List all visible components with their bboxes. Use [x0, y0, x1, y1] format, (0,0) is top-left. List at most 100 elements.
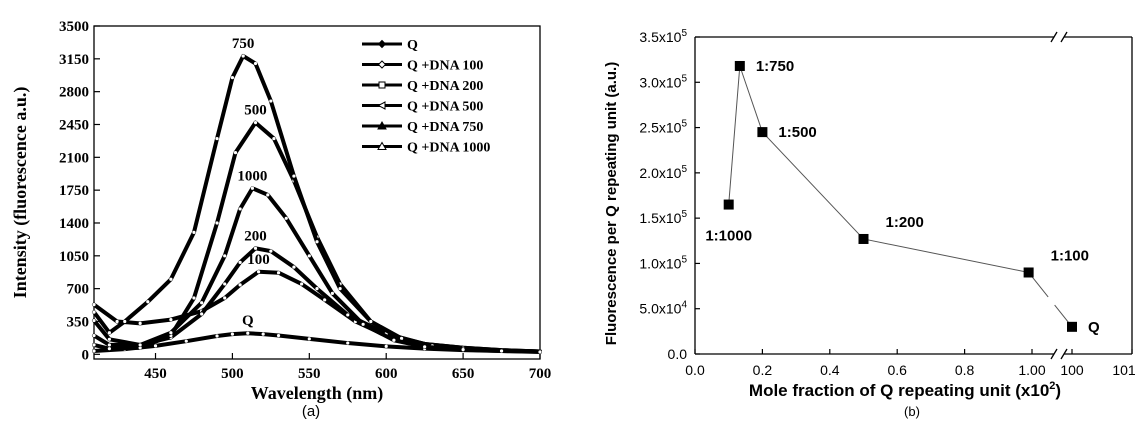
- legend-marker: [377, 101, 386, 110]
- y-tick-label: 5.0x104: [639, 300, 687, 317]
- data-point: [757, 127, 768, 138]
- data-point: [138, 321, 142, 325]
- data-point: [238, 283, 242, 287]
- data-point: [276, 271, 281, 275]
- data-point: [361, 322, 365, 326]
- data-point: [230, 332, 235, 336]
- data-point: [292, 265, 296, 269]
- y-tick-label: 1050: [59, 249, 89, 265]
- data-point: [138, 346, 142, 350]
- data-point: [223, 254, 227, 258]
- data-point: [346, 313, 350, 317]
- legend-label: Q +DNA 100: [407, 59, 483, 74]
- y-tick-label: 1750: [59, 183, 89, 199]
- y-tick-label: 2450: [59, 117, 89, 133]
- data-point: [284, 216, 288, 220]
- data-point: [223, 282, 227, 286]
- data-point: [107, 337, 111, 341]
- x-tick-label: 500: [221, 366, 244, 382]
- data-point: [138, 343, 142, 347]
- chart-b: 0.0 5.0x104 1.0x105 1.5x105 2.0x105 2.5x105 3.…: [603, 28, 1136, 419]
- axis-break-mark: [1060, 348, 1068, 360]
- series-line: [92, 186, 542, 354]
- y-tick-label: 2.0x105: [639, 164, 687, 181]
- y-tick-label: 1400: [59, 216, 89, 232]
- data-point: [272, 136, 276, 141]
- point-label: Q: [1088, 319, 1100, 336]
- data-point: [146, 300, 150, 304]
- data-point: [269, 249, 273, 253]
- x-tick-label: 100: [1060, 362, 1084, 378]
- peak-label: 750: [232, 36, 255, 52]
- data-point: [115, 319, 119, 324]
- point-label: 1:100: [1051, 247, 1089, 264]
- data-point: [399, 336, 404, 340]
- data-point: [238, 260, 242, 264]
- data-point: [253, 61, 258, 66]
- y-tick-label: 350: [67, 314, 90, 330]
- data-point: [269, 99, 273, 103]
- y-tick-label: 2100: [59, 150, 89, 166]
- data-point: [233, 151, 238, 155]
- data-point: [153, 344, 158, 348]
- data-point: [169, 331, 173, 335]
- point-label: 1:1000: [705, 228, 752, 245]
- data-point: [256, 270, 261, 274]
- data-point: [253, 121, 258, 125]
- legend-marker: [377, 39, 387, 49]
- data-point: [215, 334, 219, 338]
- data-point: [315, 240, 319, 244]
- y-axis-title: Intensity (fluorescence a.u.): [10, 87, 31, 299]
- data-point: [241, 54, 245, 58]
- data-point: [384, 344, 388, 348]
- y-tick-label: 3500: [59, 19, 89, 35]
- data-point: [92, 318, 96, 323]
- data-point: [323, 298, 327, 302]
- legend-label: Q +DNA 500: [407, 100, 483, 115]
- data-point: [200, 312, 204, 316]
- y-tick-label: 1.5x105: [639, 209, 687, 226]
- data-point: [499, 349, 504, 353]
- panel-label: (a): [302, 403, 320, 420]
- y-tick-label: 1.0x105: [639, 254, 687, 271]
- data-point: [169, 318, 173, 322]
- data-point: [369, 319, 373, 324]
- legend-label: Q: [407, 38, 418, 53]
- y-tick-label: 700: [67, 282, 90, 298]
- x-axis-title: Wavelength (nm): [251, 383, 384, 404]
- data-point: [92, 333, 96, 338]
- axis-break-mark: [1050, 31, 1058, 43]
- y-tick-label: 2800: [59, 85, 89, 101]
- y-tick-label: 3150: [59, 52, 89, 68]
- data-point: [538, 350, 542, 354]
- peak-label: 100: [247, 252, 270, 268]
- y-tick-label: 0.0: [668, 346, 688, 362]
- x-tick-label: 0.4: [820, 362, 840, 378]
- data-point: [92, 302, 96, 307]
- data-point: [246, 331, 250, 335]
- data-point: [423, 345, 427, 349]
- data-point: [292, 174, 296, 178]
- data-point: [392, 338, 396, 342]
- panel-label: (b): [904, 404, 920, 419]
- data-point: [92, 349, 96, 353]
- data-point: [346, 341, 350, 345]
- data-point: [723, 199, 734, 210]
- y-tick-label: 3.0x105: [639, 73, 687, 90]
- legend-marker: [377, 141, 387, 150]
- data-point: [300, 282, 304, 286]
- data-point: [215, 136, 219, 141]
- data-point: [734, 60, 745, 71]
- data-point: [169, 277, 173, 281]
- x-tick-label: 0.0: [685, 362, 705, 378]
- data-point: [461, 348, 465, 352]
- y-tick-label: 0: [82, 347, 90, 363]
- legend-label: Q +DNA 200: [407, 79, 483, 94]
- legend-marker: [378, 81, 386, 89]
- axis-break-mark: [1060, 31, 1068, 43]
- x-tick-label: 450: [144, 366, 167, 382]
- data-point: [338, 287, 342, 291]
- x-tick-label: 600: [375, 366, 398, 382]
- data-point: [123, 319, 127, 324]
